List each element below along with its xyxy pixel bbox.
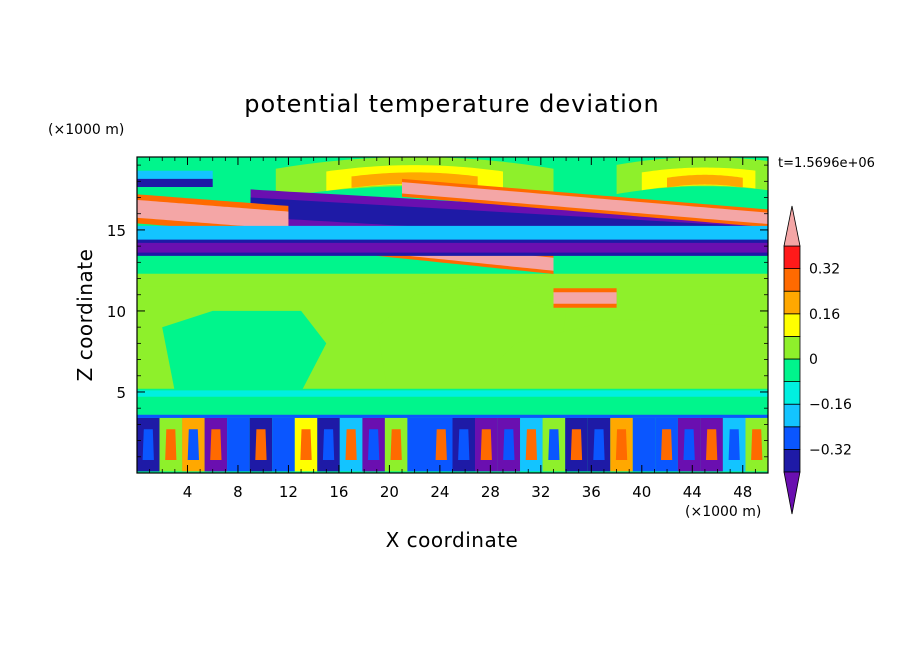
field-region [553, 292, 617, 304]
field-region [162, 310, 327, 392]
field-region [452, 319, 768, 409]
chart-title: potential temperature deviation [244, 90, 659, 118]
colorbar-label: 0 [809, 352, 818, 368]
field-region [137, 199, 289, 230]
colorbar-over-triangle [783, 205, 801, 247]
colorbar-label: 0.32 [809, 262, 840, 278]
field-region [137, 414, 768, 418]
colorbar-swatch [783, 403, 801, 428]
y-axis-label: Z coordinate [73, 249, 97, 382]
field-region [683, 429, 695, 460]
colorbar-swatch [783, 335, 801, 360]
field-region [137, 178, 213, 187]
field-region [137, 390, 768, 397]
field-region [137, 278, 768, 287]
field-region [458, 429, 470, 460]
x-tick-label: 40 [632, 483, 651, 501]
field-region [137, 242, 768, 253]
colorbar-swatch [783, 426, 801, 450]
field-region [165, 429, 177, 460]
field-region [210, 429, 222, 460]
field-region [593, 429, 605, 460]
x-tick-label: 32 [531, 483, 550, 501]
y-tick-label: 10 [107, 303, 126, 321]
field-region [667, 174, 743, 188]
field-region [300, 429, 312, 460]
y-tick-label: 15 [107, 222, 126, 240]
field-region [232, 429, 244, 460]
field-region [525, 429, 537, 460]
field-region [255, 429, 267, 460]
x-tick-label: 44 [683, 483, 702, 501]
field-region [277, 429, 290, 460]
field-region [638, 429, 650, 460]
field-region [728, 429, 740, 460]
x-tick-label: 24 [430, 483, 449, 501]
field-region [187, 429, 199, 460]
x-tick-label: 4 [183, 483, 193, 501]
field-region [570, 429, 583, 460]
colorbar-swatch [783, 245, 801, 270]
field-region [368, 429, 380, 460]
time-label: t=1.5696e+06 [778, 156, 875, 171]
colorbar-swatch [783, 268, 801, 292]
x-tick-label: 12 [279, 483, 298, 501]
field-region [503, 429, 515, 460]
x-axis-ticks: 4 8 12 16 20 24 28 32 36 40 44 48 [149, 157, 756, 501]
field-region [137, 225, 768, 241]
field-region [706, 429, 718, 460]
field-region [142, 429, 154, 460]
field-region [345, 429, 357, 460]
field-region [413, 429, 425, 460]
colorbar-under-triangle [783, 471, 801, 515]
x-axis-label: X coordinate [386, 528, 519, 552]
field-region [137, 257, 768, 274]
x-tick-label: 28 [481, 483, 500, 501]
field-region [322, 429, 335, 460]
field-region [480, 429, 492, 460]
colorbar-label: −0.16 [809, 397, 852, 413]
field-region [390, 429, 402, 460]
x-tick-label: 36 [582, 483, 601, 501]
field-region [615, 429, 628, 460]
field-region [435, 429, 447, 460]
field-contours [137, 157, 768, 473]
colorbar-swatch [783, 313, 801, 337]
field-region [751, 429, 763, 460]
y-tick-label: 5 [116, 384, 126, 402]
colorbar-label: 0.16 [809, 307, 840, 323]
field-region [402, 182, 768, 224]
x-tick-label: 8 [233, 483, 243, 501]
x-tick-label: 48 [733, 483, 752, 501]
y-unit-label: (×1000 m) [48, 122, 124, 138]
colorbar-label: −0.32 [809, 442, 852, 458]
colorbar-swatch [783, 358, 801, 383]
colorbar-swatch [783, 381, 801, 405]
y-axis-ticks: 5 10 15 [107, 164, 768, 458]
colorbar-swatch [783, 290, 801, 315]
x-unit-label: (×1000 m) [685, 504, 761, 520]
x-tick-label: 16 [329, 483, 348, 501]
field-region [548, 429, 560, 460]
colorbar-swatch [783, 448, 801, 473]
colorbar: 0.32 0.16 0 −0.16 −0.32 [783, 205, 852, 515]
field-region [661, 429, 673, 460]
x-tick-label: 20 [380, 483, 399, 501]
